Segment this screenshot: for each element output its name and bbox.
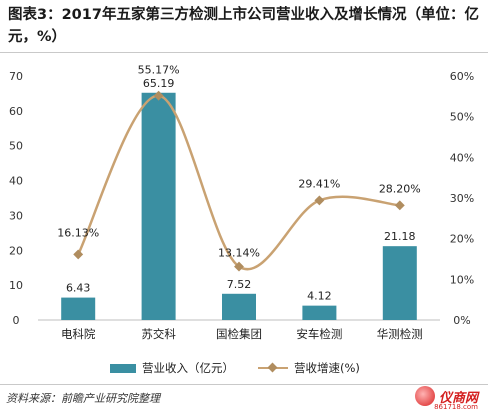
chart-canvas: 0 10 20 30 40 50 60 70 0% 10% 20% 30% 40% 50% 60% 电科院 苏交… [9, 64, 474, 341]
y-right-tick-label: 60% [450, 70, 474, 83]
logo: 仪商网 861718.com [414, 386, 478, 411]
y-left-tick-label: 60 [9, 105, 23, 118]
bar [61, 297, 96, 320]
y-right-tick-label: 40% [450, 151, 474, 164]
source-note: 资料来源：前瞻产业研究院整理 [6, 392, 160, 405]
bar-value-label: 7.52 [227, 278, 252, 291]
growth-point [314, 195, 325, 206]
growth-value-label: 29.41% [298, 177, 340, 190]
line-series [73, 90, 405, 272]
legend: 营业收入（亿元） 营收增速(%) [110, 360, 360, 376]
title-divider [0, 52, 488, 53]
growth-point [234, 261, 244, 272]
legend-bar-swatch [110, 363, 136, 373]
axes: 0 10 20 30 40 50 60 70 0% 10% 20% 30% 40% 50% 60% 电科院 苏交… [9, 70, 474, 341]
data-labels: 6.43 65.19 7.52 4.12 21.18 16.13% 55.17% 13.14%… [57, 64, 421, 303]
y-left-tick-label: 50 [9, 140, 23, 153]
y-right-tick-label: 20% [450, 233, 474, 246]
y-left-tick-label: 40 [9, 175, 23, 188]
y-right-tick-label: 30% [450, 192, 474, 205]
y-right-tick-label: 50% [450, 111, 474, 124]
growth-point [73, 249, 84, 260]
growth-point [394, 200, 405, 211]
x-category-label: 华测检测 [377, 327, 423, 341]
bar [302, 305, 337, 320]
y-right-tick-label: 10% [450, 273, 474, 286]
bar [141, 92, 176, 320]
logo-url: 861718.com [434, 403, 478, 411]
growth-value-label: 16.13% [57, 226, 99, 239]
chart-title: 图表3：2017年五家第三方检测上市公司营业收入及增长情况（单位：亿元，%） [8, 7, 479, 45]
y-left-tick-label: 30 [9, 209, 23, 222]
legend-bar-label: 营业收入（亿元） [142, 361, 234, 375]
bar [222, 293, 256, 320]
growth-line [77, 94, 400, 271]
growth-point [153, 90, 164, 101]
growth-value-label: 28.20% [379, 182, 421, 195]
bar-value-label: 6.43 [66, 282, 91, 295]
footer-divider [0, 384, 488, 385]
x-category-label: 苏交科 [141, 327, 176, 341]
x-category-label: 国检集团 [216, 327, 262, 341]
y-left-tick-label: 20 [9, 244, 23, 257]
y-left-tick-label: 0 [13, 314, 20, 327]
bar [382, 246, 417, 320]
growth-value-label: 13.14% [218, 247, 260, 260]
logo-mark-icon [414, 386, 435, 406]
y-left-tick-label: 70 [9, 70, 23, 83]
bar-value-label: 21.18 [384, 230, 416, 243]
logo-text: 仪商网 [438, 390, 478, 406]
x-category-label: 安车检测 [296, 327, 342, 341]
legend-line-label: 营收增速(%) [294, 361, 360, 375]
legend-line-swatch [258, 363, 288, 373]
y-left-tick-label: 10 [9, 279, 23, 292]
bar-value-label: 4.12 [307, 290, 332, 303]
x-category-label: 电科院 [61, 327, 96, 341]
y-right-tick-label: 0% [453, 314, 470, 327]
growth-value-label: 55.17% [138, 64, 180, 77]
bar-value-label: 65.19 [143, 77, 175, 90]
bar-series [61, 92, 417, 320]
